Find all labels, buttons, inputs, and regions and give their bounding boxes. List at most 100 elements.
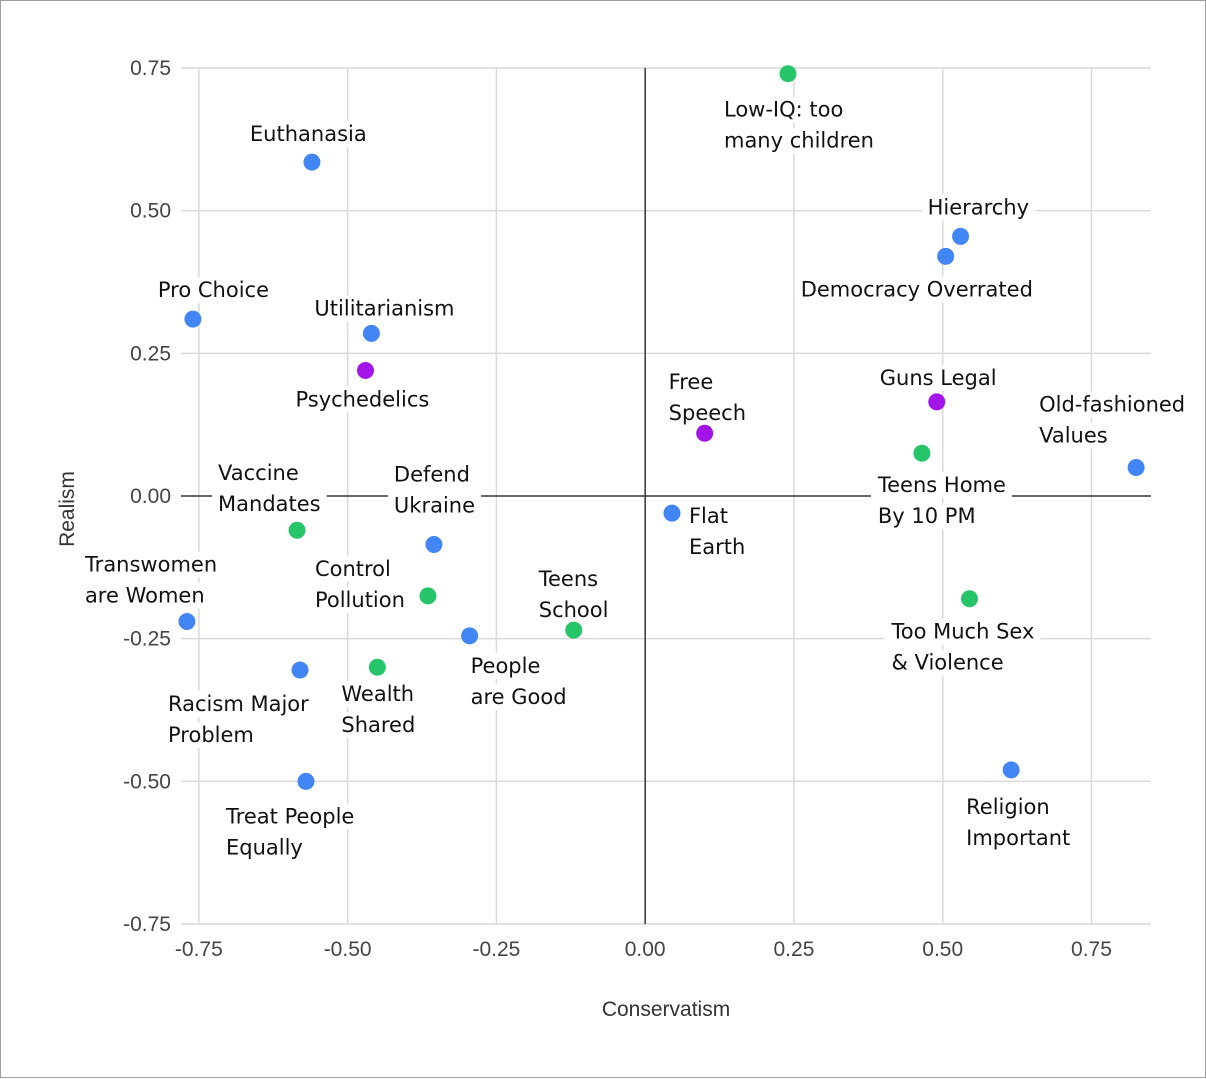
data-point (663, 504, 681, 522)
point-label: Racism Major (168, 692, 309, 716)
label-background (335, 681, 421, 708)
data-point (288, 521, 306, 539)
label-background (662, 369, 720, 396)
point-label: Teens Home (877, 473, 1006, 497)
point-label: Flat (689, 504, 728, 528)
point-label: Low-IQ: too (724, 98, 843, 122)
point-label: Values (1039, 423, 1108, 447)
label-background (870, 472, 1012, 499)
label-background (873, 364, 1003, 391)
x-tick-label: 0.50 (922, 938, 963, 961)
point-label: Religion (966, 795, 1050, 819)
y-tick-label: -0.75 (123, 913, 171, 936)
data-point (1127, 458, 1145, 476)
label-background (78, 582, 211, 609)
point-label: Ukraine (394, 494, 475, 518)
tick-labels: -0.75 -0.50 -0.25 0.00 0.25 0.50 0.75 0.75 0.50 0… (123, 57, 1112, 961)
point-label: Teens (538, 567, 598, 591)
data-point (297, 772, 315, 790)
point-label: Old-fashioned (1039, 392, 1185, 416)
data-point (779, 65, 797, 83)
point-label: Euthanasia (250, 122, 367, 146)
label-background (682, 503, 734, 530)
point-label: Pollution (315, 588, 405, 612)
label-background (243, 121, 373, 148)
label-background (218, 803, 361, 830)
point-label: Control (315, 557, 391, 581)
y-tick-label: -0.50 (123, 770, 171, 793)
point-label: Utilitarianism (314, 296, 454, 320)
label-background (464, 652, 547, 679)
label-background (531, 566, 605, 593)
label-background (387, 461, 476, 488)
data-point (952, 227, 970, 245)
data-point (696, 424, 714, 442)
y-tick-label: 0.75 (130, 57, 171, 80)
point-label: Treat People (225, 804, 354, 828)
point-label: People (471, 654, 541, 678)
point-label: Speech (669, 401, 746, 425)
x-tick-label: -0.50 (324, 938, 372, 961)
data-point (184, 310, 202, 328)
data-point (178, 613, 196, 631)
point-label: Too Much Sex (890, 620, 1034, 644)
y-tick-label: 0.00 (130, 485, 171, 508)
label-background (151, 277, 276, 304)
point-label: Hierarchy (928, 195, 1030, 219)
point-label: By 10 PM (878, 504, 976, 528)
label-background (308, 555, 397, 582)
point-label: Vaccine (218, 461, 299, 485)
label-background (289, 386, 436, 413)
label-background (464, 683, 573, 710)
label-background (212, 460, 305, 487)
x-tick-label: -0.75 (175, 938, 223, 961)
label-background (794, 276, 1039, 303)
point-label: & Violence (891, 651, 1003, 675)
point-label: Guns Legal (880, 366, 997, 390)
data-points (178, 65, 1145, 790)
data-point (356, 361, 374, 379)
point-labels: Euthanasia Pro Choice Utilitarianism Psyche… (77, 96, 1192, 861)
point-label: many children (724, 129, 874, 153)
data-point (928, 393, 946, 411)
data-point (937, 247, 955, 265)
x-tick-label: 0.25 (774, 938, 815, 961)
label-background (308, 586, 411, 613)
x-tick-label: -0.25 (472, 938, 520, 961)
point-label: Earth (689, 535, 745, 559)
x-axis-title: Conservatism (602, 998, 730, 1021)
label-background (335, 712, 422, 739)
point-label: Wealth (341, 682, 414, 706)
y-tick-label: 0.25 (130, 342, 171, 365)
point-label: Problem (168, 723, 254, 747)
data-point (368, 658, 386, 676)
label-background (960, 824, 1077, 851)
data-point (425, 536, 443, 554)
point-label: Equally (226, 835, 303, 859)
label-background (77, 551, 224, 578)
data-point (291, 661, 309, 679)
data-point (362, 324, 380, 342)
label-background (717, 96, 850, 123)
label-background (212, 491, 327, 518)
label-background (682, 534, 752, 561)
data-point (913, 444, 931, 462)
label-background (1033, 422, 1114, 449)
point-label: School (539, 598, 609, 622)
data-point (960, 590, 978, 608)
label-background (960, 793, 1056, 820)
label-background (662, 400, 753, 427)
label-background (387, 492, 482, 519)
x-tick-label: 0.00 (625, 938, 666, 961)
point-label: Important (966, 826, 1070, 850)
data-point (303, 153, 321, 171)
label-background (717, 127, 880, 154)
data-point (1002, 761, 1020, 779)
x-tick-label: 0.75 (1071, 938, 1112, 961)
point-label: Democracy Overrated (801, 277, 1033, 301)
data-point (565, 621, 583, 639)
point-label: are Good (471, 685, 567, 709)
label-background (1033, 391, 1192, 418)
y-tick-label: 0.50 (130, 200, 171, 223)
